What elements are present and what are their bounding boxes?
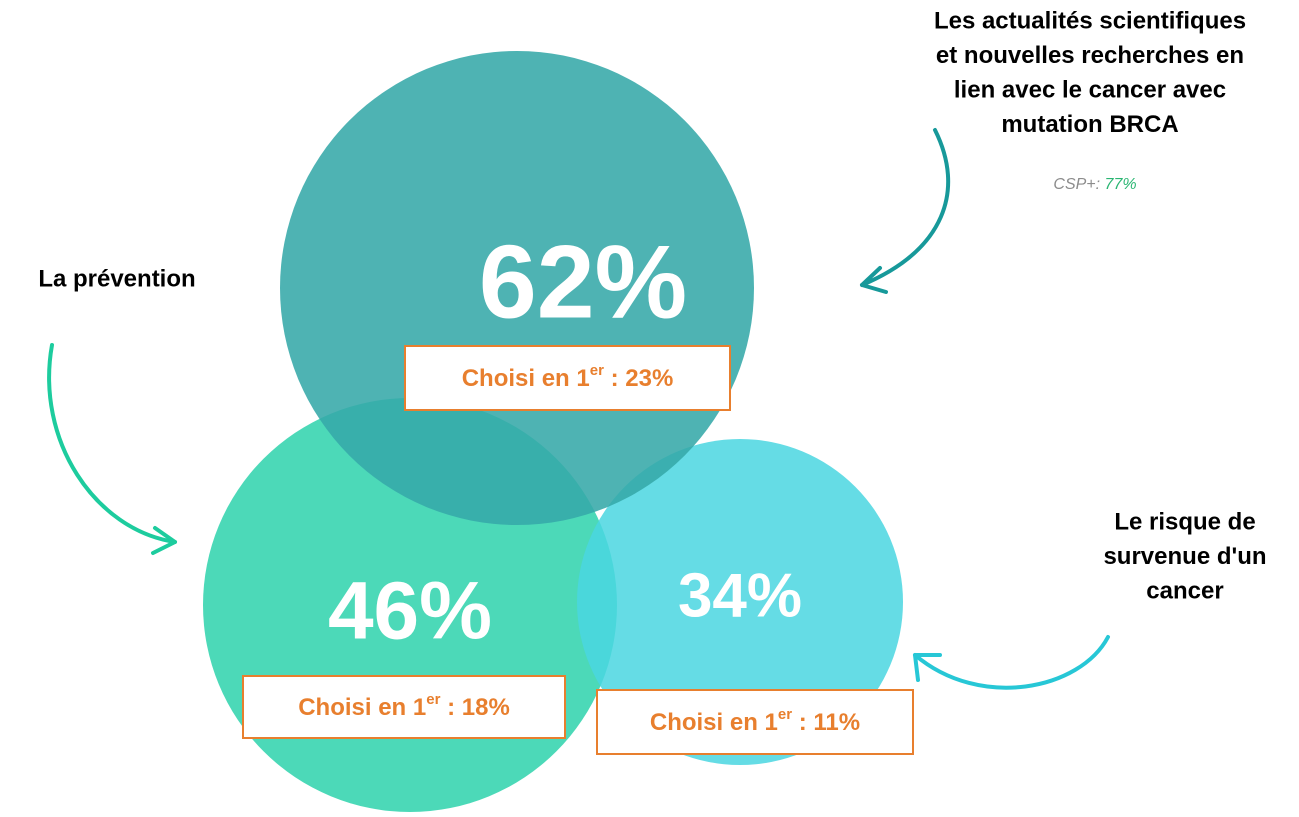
item-label: cancer (1146, 577, 1223, 604)
texts: Les actualités scientifiques et nouvelles… (38, 7, 1267, 755)
first-sup: er (590, 362, 604, 379)
item-label: et nouvelles recherches en (936, 42, 1244, 69)
item-value: 46% (328, 566, 492, 657)
item-label: lien avec le cancer avec (954, 76, 1226, 103)
arrow-risk (913, 635, 1110, 690)
first-box (596, 689, 914, 755)
item-label: Les actualités scientifiques (934, 7, 1246, 34)
first-choice: Choisi en 1er : 23% (462, 362, 674, 392)
item-label: La prévention (38, 265, 195, 292)
first-value: : 11% (792, 709, 860, 736)
arrow-head (860, 266, 888, 294)
first-box (242, 675, 566, 739)
first-text: Choisi en 1 (650, 709, 778, 736)
arrow-head (913, 653, 942, 682)
arrow-prevention (47, 343, 177, 544)
note-value: 77% (1105, 176, 1137, 193)
item-label: survenue d'un (1103, 543, 1266, 570)
first-choice: Choisi en 1er : 18% (298, 691, 510, 721)
circle-risk (577, 439, 903, 765)
first-text: Choisi en 1 (462, 365, 590, 392)
note-label: CSP+: (1053, 176, 1104, 193)
item-value: 62% (479, 224, 687, 340)
first-choice: Choisi en 1er : 11% (650, 706, 860, 736)
first-value: : 23% (604, 365, 673, 392)
item-value: 34% (678, 561, 802, 630)
arrow-head (151, 526, 177, 555)
first-value: : 18% (440, 694, 509, 721)
first-text: Choisi en 1 (298, 694, 426, 721)
note: CSP+: 77% (1053, 176, 1136, 193)
first-box (404, 345, 731, 411)
item-label: mutation BRCA (1001, 111, 1178, 138)
item-label: Le risque de (1114, 508, 1255, 535)
first-sup: er (426, 691, 440, 708)
arrow-news (860, 128, 951, 287)
first-sup: er (778, 706, 792, 723)
